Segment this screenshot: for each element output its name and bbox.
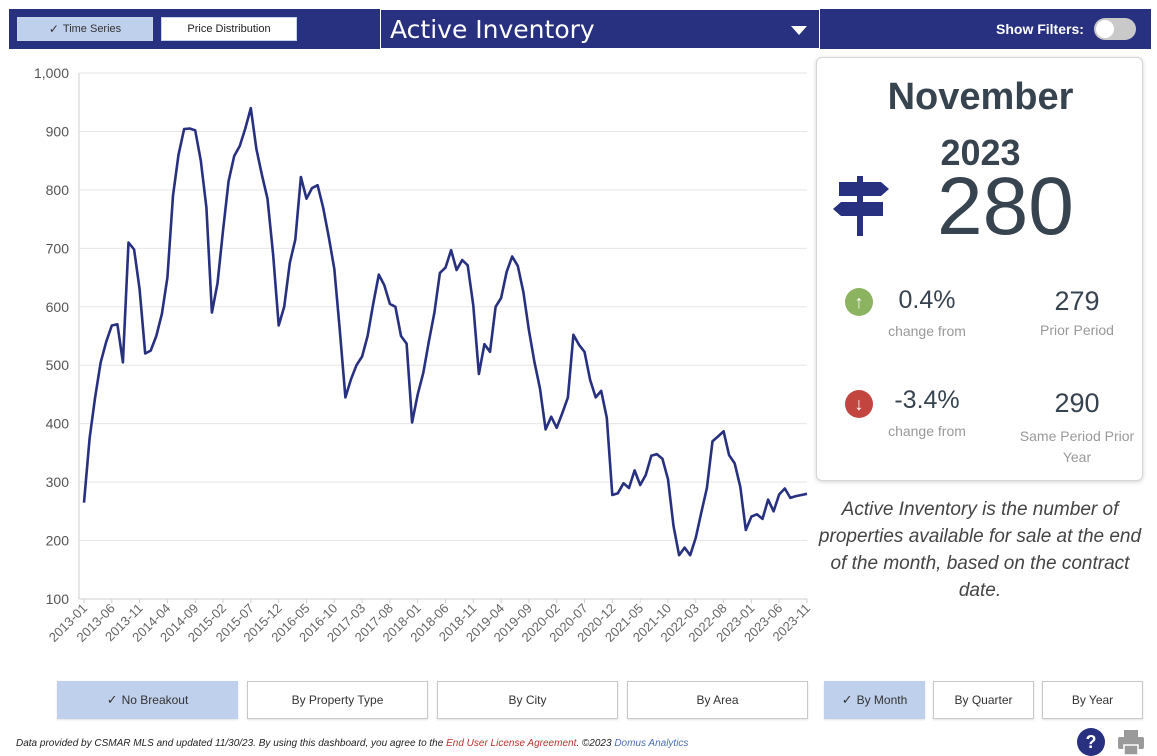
chart-svg: 1002003004005006007008009001,0002013-012… [34, 65, 813, 645]
print-icon[interactable] [1116, 728, 1146, 756]
y-tick-label: 200 [46, 533, 70, 549]
time-series-chart: 100 200 300 400 500 600 700 800 900 1,000 2013-01 2… [0, 55, 815, 665]
kpi-change2-pct: -3.4% [894, 386, 960, 414]
y-tick-label: 900 [46, 123, 70, 139]
footer-disclaimer: Data provided by CSMAR MLS and updated 1… [16, 738, 688, 749]
show-filters-toggle[interactable] [1094, 18, 1136, 40]
domus-analytics-link[interactable]: Domus Analytics [614, 738, 689, 749]
help-icon[interactable]: ? [1077, 728, 1105, 756]
tab-time-series[interactable]: ✓ Time Series [17, 17, 153, 41]
tab-time-series-label: Time Series [62, 23, 122, 35]
footer-text-2: . ©2023 [576, 738, 615, 749]
chevron-down-icon [791, 26, 807, 35]
kpi-change2-sub: change from [888, 423, 966, 439]
no-breakout-label: No Breakout [121, 693, 189, 707]
metric-dropdown-value: Active Inventory [390, 14, 595, 44]
y-tick-label: 600 [46, 299, 70, 315]
tab-price-distribution-label: Price Distribution [187, 23, 271, 35]
kpi-value: 280 [937, 161, 1074, 252]
kpi-change1-value-sub: Prior Period [1040, 322, 1114, 338]
y-tick-label: 300 [46, 474, 70, 490]
y-tick-label: 800 [46, 182, 70, 198]
by-year-label: By Year [1071, 693, 1114, 707]
y-tick-label: 100 [46, 591, 70, 607]
by-month-button[interactable]: ✓ By Month [824, 681, 925, 719]
by-property-type-button[interactable]: By Property Type [247, 681, 428, 719]
kpi-change2-value-sub: Same Period Prior Year [1019, 428, 1135, 465]
check-icon: ✓ [106, 692, 118, 707]
no-breakout-button[interactable]: ✓ No Breakout [57, 681, 238, 719]
arrow-up-icon: ↑ [845, 288, 873, 316]
kpi-month: November [887, 76, 1074, 118]
top-toolbar: ✓ Time Series Price Distribution Active … [9, 9, 1151, 49]
kpi-year: 2023 [940, 132, 1021, 173]
by-year-button[interactable]: By Year [1042, 681, 1143, 719]
kpi-change1-sub: change from [888, 323, 966, 339]
by-area-button[interactable]: By Area [627, 681, 808, 719]
y-tick-label: 1,000 [34, 65, 69, 81]
kpi-change1-pct: 0.4% [898, 286, 956, 314]
kpi-change2-value: 290 [1054, 388, 1100, 418]
check-icon: ✓ [841, 692, 853, 707]
check-icon: ✓ [48, 22, 59, 36]
arrow-down-icon: ↓ [845, 390, 873, 418]
kpi-card: November 2023 280 ↑ 0.4% change from 279… [816, 57, 1143, 481]
show-filters-label: Show Filters: [996, 21, 1084, 37]
toggle-knob [1096, 20, 1114, 38]
by-quarter-label: By Quarter [954, 693, 1013, 707]
kpi-change1-value: 279 [1054, 286, 1100, 316]
tab-price-distribution[interactable]: Price Distribution [161, 17, 297, 41]
kpi-prior-period: ↑ 0.4% change from 279 Prior Period [817, 286, 1144, 356]
eula-link[interactable]: End User License Agreement [446, 738, 577, 749]
footer-text-1: Data provided by CSMAR MLS and updated 1… [16, 738, 447, 749]
by-month-label: By Month [856, 693, 908, 707]
y-tick-label: 500 [46, 357, 70, 373]
series-line [82, 106, 808, 557]
by-city-button[interactable]: By City [437, 681, 618, 719]
metric-description: Active Inventory is the number of proper… [818, 499, 1142, 601]
by-property-type-label: By Property Type [291, 693, 384, 707]
by-area-label: By Area [696, 693, 739, 707]
y-tick-label: 700 [46, 240, 70, 256]
y-tick-label: 400 [46, 416, 70, 432]
kpi-prior-year: ↓ -3.4% change from 290 Same Period Prio… [817, 386, 1144, 465]
signpost-icon [833, 176, 889, 236]
by-quarter-button[interactable]: By Quarter [933, 681, 1034, 719]
by-city-label: By City [508, 693, 547, 707]
metric-dropdown[interactable]: Active Inventory [380, 9, 820, 49]
